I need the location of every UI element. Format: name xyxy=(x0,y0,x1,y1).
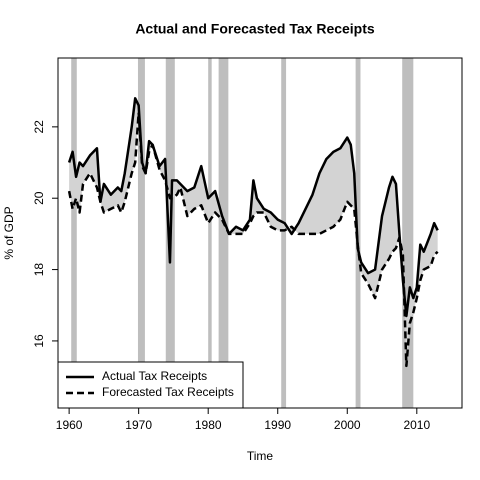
x-tick-label: 1980 xyxy=(195,418,222,432)
y-tick-label: 20 xyxy=(32,191,46,205)
plot-frame xyxy=(57,57,463,409)
recession-band xyxy=(208,58,212,408)
x-tick-label: 1990 xyxy=(264,418,291,432)
x-tick-label: 1970 xyxy=(125,418,152,432)
x-tick-label: 2000 xyxy=(334,418,361,432)
recession-band xyxy=(402,58,414,408)
y-tick-label: 16 xyxy=(32,334,46,348)
legend-label: Forecasted Tax Receipts xyxy=(102,385,234,399)
y-tick-label: 22 xyxy=(32,120,46,134)
x-tick-label: 2010 xyxy=(403,418,430,432)
series-line xyxy=(67,97,439,318)
series-line xyxy=(67,111,439,368)
x-axis-label: Time xyxy=(247,449,274,463)
recession-band xyxy=(71,58,77,408)
recession-band xyxy=(281,58,287,408)
chart-title: Actual and Forecasted Tax Receipts xyxy=(135,21,375,37)
y-axis-label: % of GDP xyxy=(2,206,16,259)
recession-band xyxy=(218,58,229,408)
gap-fill xyxy=(69,98,438,366)
legend-box xyxy=(57,361,244,409)
recession-band xyxy=(137,58,145,408)
y-tick-label: 18 xyxy=(32,263,46,277)
legend-label: Actual Tax Receipts xyxy=(102,369,207,383)
x-tick-label: 1960 xyxy=(56,418,83,432)
